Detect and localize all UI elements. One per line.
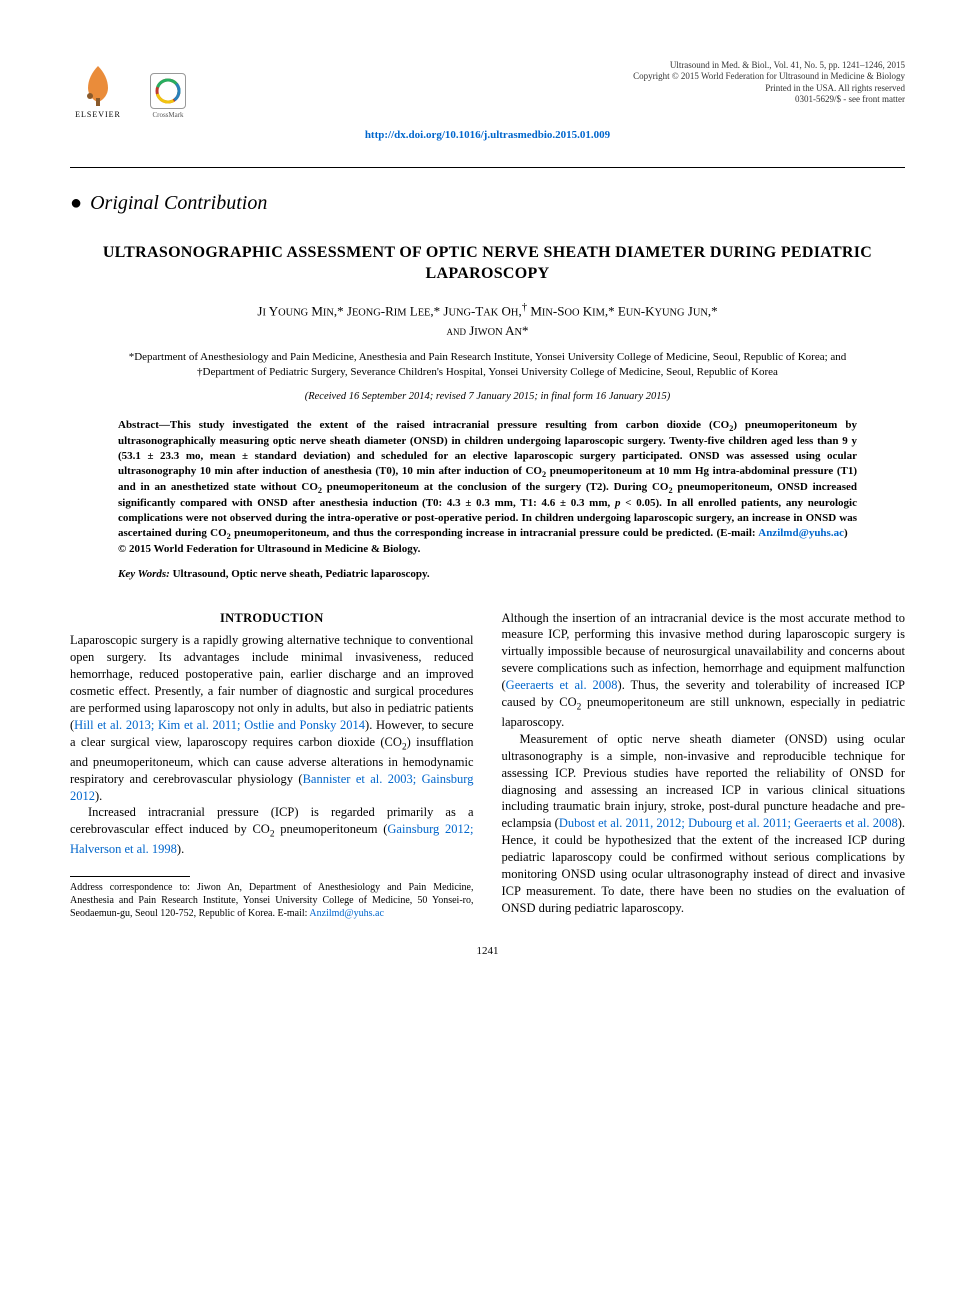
intro-para-4: Measurement of optic nerve sheath diamet…: [502, 731, 906, 917]
crossmark-icon: [150, 73, 186, 109]
article-dates: (Received 16 September 2014; revised 7 J…: [70, 390, 905, 404]
keywords-label: Key Words:: [118, 568, 170, 580]
logos-group: ELSEVIER CrossMark: [70, 60, 190, 120]
article-title: ULTRASONOGRAPHIC ASSESSMENT OF OPTIC NER…: [90, 242, 885, 285]
journal-citation: Ultrasound in Med. & Biol., Vol. 41, No.…: [633, 60, 905, 71]
intro-para-2: Increased intracranial pressure (ICP) is…: [70, 804, 474, 858]
left-column: INTRODUCTION Laparoscopic surgery is a r…: [70, 610, 474, 921]
header-row: ELSEVIER CrossMark Ultrasound in Med. & …: [70, 60, 905, 120]
bullet-icon: ●: [70, 192, 82, 214]
authors: JI YOUNG MIN,* JEONG-RIM LEE,* JUNG-TAK …: [100, 299, 875, 341]
keywords-values: Ultrasound, Optic nerve sheath, Pediatri…: [173, 568, 430, 580]
journal-copyright: Copyright © 2015 World Federation for Ul…: [633, 71, 905, 82]
elsevier-tree-icon: [74, 60, 122, 108]
intro-para-1: Laparoscopic surgery is a rapidly growin…: [70, 632, 474, 804]
crossmark-label: CrossMark: [152, 111, 183, 120]
footnote-rule: [70, 876, 190, 877]
introduction-heading: INTRODUCTION: [70, 610, 474, 627]
affiliations: *Department of Anesthesiology and Pain M…: [100, 350, 875, 380]
journal-issn: 0301-5629/$ - see front matter: [633, 94, 905, 105]
intro-para-3: Although the insertion of an intracrania…: [502, 610, 906, 731]
section-type: ● Original Contribution: [70, 190, 905, 216]
correspondence-footnote: Address correspondence to: Jiwon An, Dep…: [70, 881, 474, 920]
journal-print: Printed in the USA. All rights reserved: [633, 83, 905, 94]
page-number: 1241: [70, 944, 905, 958]
horizontal-rule: [70, 167, 905, 168]
doi-link[interactable]: http://dx.doi.org/10.1016/j.ultrasmedbio…: [70, 128, 905, 142]
journal-meta: Ultrasound in Med. & Biol., Vol. 41, No.…: [633, 60, 905, 105]
crossmark-logo[interactable]: CrossMark: [146, 73, 190, 120]
right-column: Although the insertion of an intracrania…: [502, 610, 906, 921]
keywords: Key Words: Ultrasound, Optic nerve sheat…: [118, 567, 857, 581]
elsevier-label: ELSEVIER: [75, 110, 121, 120]
section-type-label: Original Contribution: [90, 192, 267, 214]
body-columns: INTRODUCTION Laparoscopic surgery is a r…: [70, 610, 905, 921]
abstract: Abstract—This study investigated the ext…: [118, 418, 857, 557]
elsevier-logo[interactable]: ELSEVIER: [70, 60, 126, 120]
